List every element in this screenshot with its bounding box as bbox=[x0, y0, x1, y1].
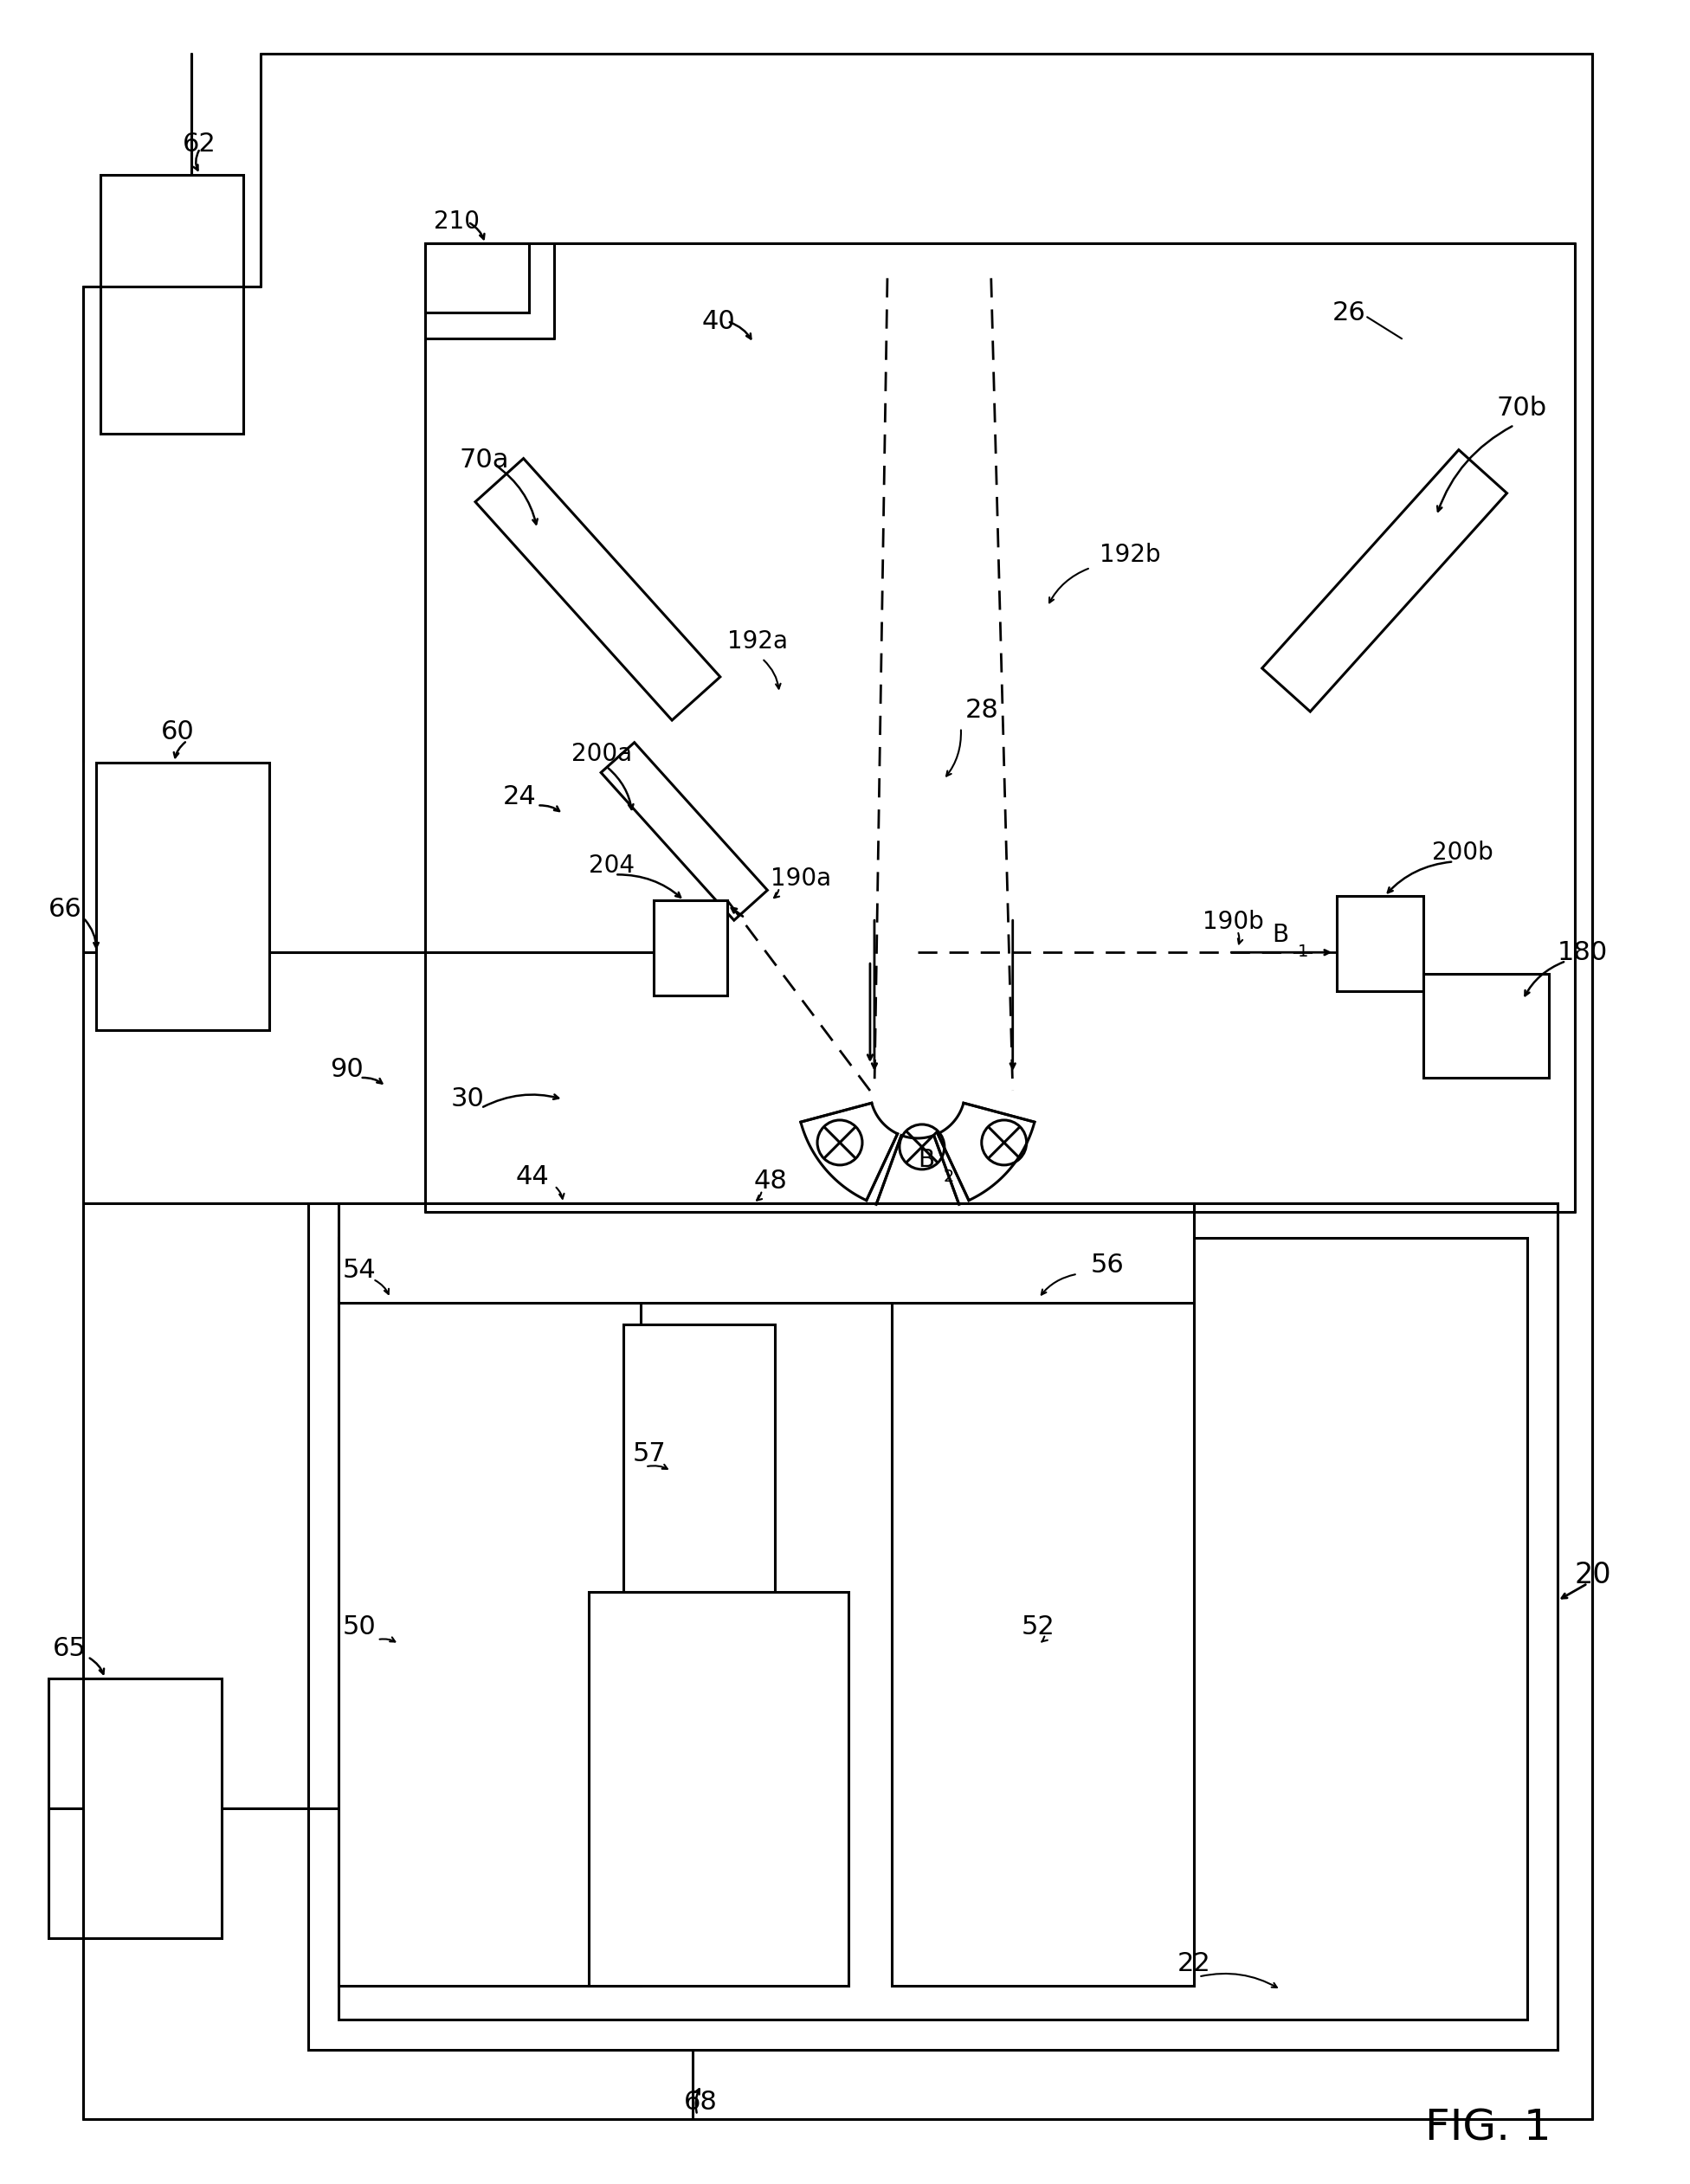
Bar bbox=[654, 900, 727, 996]
Bar bbox=[1337, 895, 1423, 992]
Text: B: B bbox=[918, 1149, 935, 1173]
Bar bbox=[96, 762, 269, 1031]
Text: 30: 30 bbox=[451, 1088, 485, 1112]
Polygon shape bbox=[602, 743, 767, 919]
Text: 70b: 70b bbox=[1497, 395, 1546, 419]
Polygon shape bbox=[938, 1103, 1034, 1201]
Text: 1: 1 bbox=[1298, 943, 1308, 961]
Text: 210: 210 bbox=[433, 210, 480, 234]
Text: 65: 65 bbox=[52, 1636, 86, 1660]
Text: 62: 62 bbox=[183, 131, 216, 157]
Text: 24: 24 bbox=[502, 784, 536, 810]
Text: 204: 204 bbox=[590, 854, 635, 878]
Text: 28: 28 bbox=[965, 699, 999, 723]
Bar bbox=[338, 1238, 1528, 2020]
Text: 192b: 192b bbox=[1098, 542, 1161, 568]
Bar bbox=[338, 1297, 641, 1985]
Bar bbox=[892, 1297, 1195, 1985]
Polygon shape bbox=[801, 1103, 897, 1201]
Polygon shape bbox=[875, 1136, 958, 1212]
Text: 40: 40 bbox=[701, 308, 735, 334]
Text: 190a: 190a bbox=[771, 867, 831, 891]
Text: 200b: 200b bbox=[1431, 841, 1494, 865]
Text: FIG. 1: FIG. 1 bbox=[1425, 2108, 1551, 2149]
Text: 190b: 190b bbox=[1203, 911, 1264, 935]
Bar bbox=[308, 1203, 1558, 2051]
Bar bbox=[590, 1592, 848, 1985]
Text: 54: 54 bbox=[343, 1258, 377, 1282]
Text: 68: 68 bbox=[684, 2090, 718, 2114]
Bar bbox=[338, 1203, 1195, 1302]
Bar bbox=[49, 1679, 221, 1937]
Text: 26: 26 bbox=[1333, 299, 1366, 325]
Bar bbox=[1423, 974, 1548, 1077]
Bar bbox=[624, 1324, 776, 1592]
Text: 56: 56 bbox=[1090, 1254, 1124, 1278]
Text: 70a: 70a bbox=[460, 448, 509, 472]
Polygon shape bbox=[1262, 450, 1507, 712]
Text: 48: 48 bbox=[754, 1168, 788, 1195]
Text: 57: 57 bbox=[632, 1441, 666, 1465]
Text: 60: 60 bbox=[161, 719, 194, 745]
Text: 180: 180 bbox=[1558, 939, 1607, 965]
Text: 90: 90 bbox=[330, 1057, 363, 1081]
Text: 192a: 192a bbox=[727, 629, 788, 653]
Text: 20: 20 bbox=[1575, 1562, 1612, 1590]
Text: 200a: 200a bbox=[571, 740, 632, 767]
Bar bbox=[424, 245, 529, 312]
Bar bbox=[101, 175, 243, 435]
Polygon shape bbox=[475, 459, 720, 721]
Text: 66: 66 bbox=[49, 898, 83, 922]
Text: B: B bbox=[1273, 924, 1289, 948]
Text: 52: 52 bbox=[1021, 1614, 1055, 1640]
Text: 2: 2 bbox=[943, 1168, 955, 1186]
Text: 22: 22 bbox=[1176, 1950, 1210, 1977]
Text: 44: 44 bbox=[515, 1164, 549, 1190]
Text: 50: 50 bbox=[343, 1614, 377, 1640]
